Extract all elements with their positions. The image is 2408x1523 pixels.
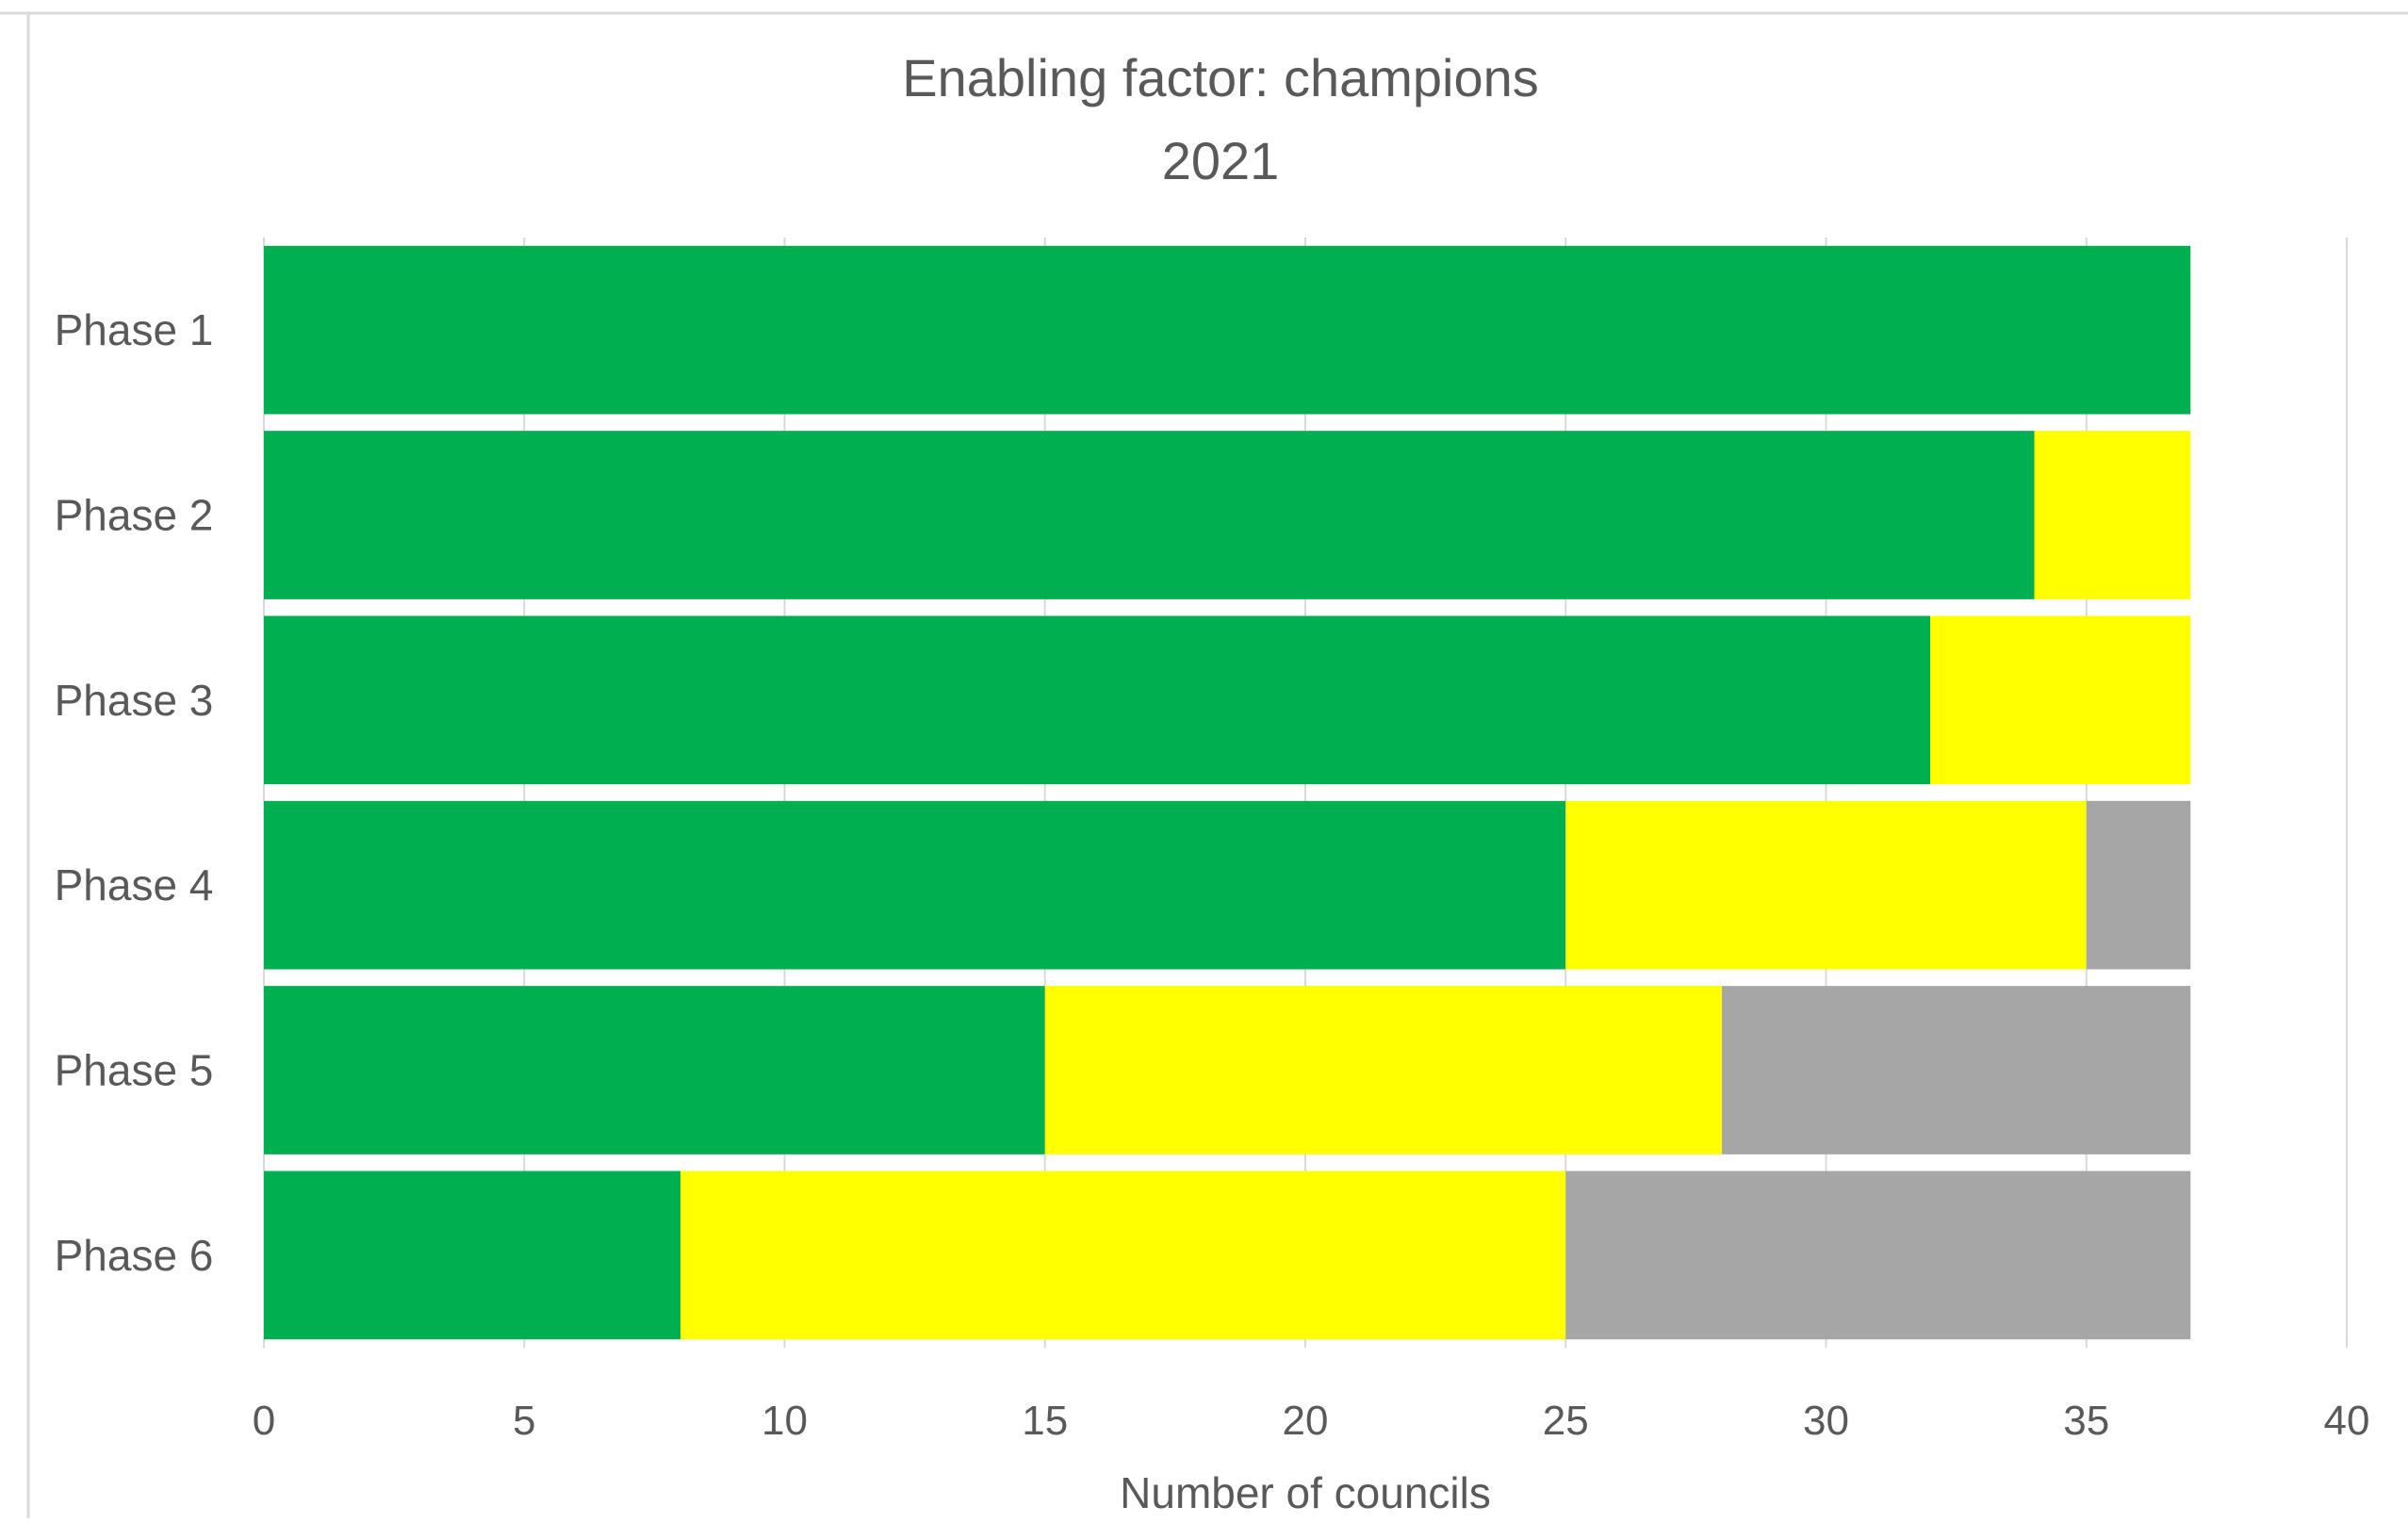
- bar-segment: [264, 245, 2191, 415]
- category-label: Phase 1: [55, 305, 214, 354]
- x-tick-label: 15: [1022, 1398, 1068, 1444]
- category-labels: Phase 1 Phase 2 Phase 3 Phase 4 Phase 5 Phase…: [55, 305, 214, 1280]
- bar-segment: [264, 615, 1930, 785]
- x-tick-label: 20: [1283, 1398, 1329, 1444]
- x-tick-label: 25: [1543, 1398, 1589, 1444]
- chart-subtitle: 2021: [1162, 131, 1280, 190]
- x-tick-label: 40: [2324, 1398, 2370, 1444]
- category-label: Phase 3: [55, 676, 214, 725]
- x-tick-label: 5: [513, 1398, 535, 1444]
- bar-segment: [264, 431, 2035, 599]
- bar-segment: [264, 986, 1045, 1155]
- x-tick-label: 0: [253, 1398, 275, 1444]
- category-label: Phase 2: [55, 491, 214, 540]
- bars: [264, 245, 2191, 1340]
- x-tick-label: 30: [1803, 1398, 1849, 1444]
- bar-segment: [1722, 986, 2191, 1155]
- bar-segment: [1044, 986, 1722, 1155]
- gridlines: [263, 237, 2348, 1348]
- bar-segment: [1565, 800, 2087, 970]
- category-label: Phase 5: [55, 1046, 214, 1095]
- x-tick-label: 10: [762, 1398, 808, 1444]
- x-tick-label: 35: [2063, 1398, 2109, 1444]
- bar-segment: [264, 1171, 680, 1340]
- bar-segment: [1930, 615, 2191, 785]
- bar-segment: [1565, 1171, 2191, 1340]
- bar-segment: [2086, 800, 2191, 970]
- x-axis-label: Number of councils: [1120, 1468, 1491, 1517]
- category-label: Phase 6: [55, 1231, 214, 1280]
- bar-segment: [680, 1171, 1566, 1340]
- x-tick-labels: 0 5 10 15 20 25 30 35 40: [253, 1398, 2370, 1444]
- category-label: Phase 4: [55, 860, 214, 909]
- bar-segment: [2034, 431, 2191, 599]
- chart-title: Enabling factor: champions: [902, 48, 1539, 107]
- bar-segment: [264, 800, 1566, 970]
